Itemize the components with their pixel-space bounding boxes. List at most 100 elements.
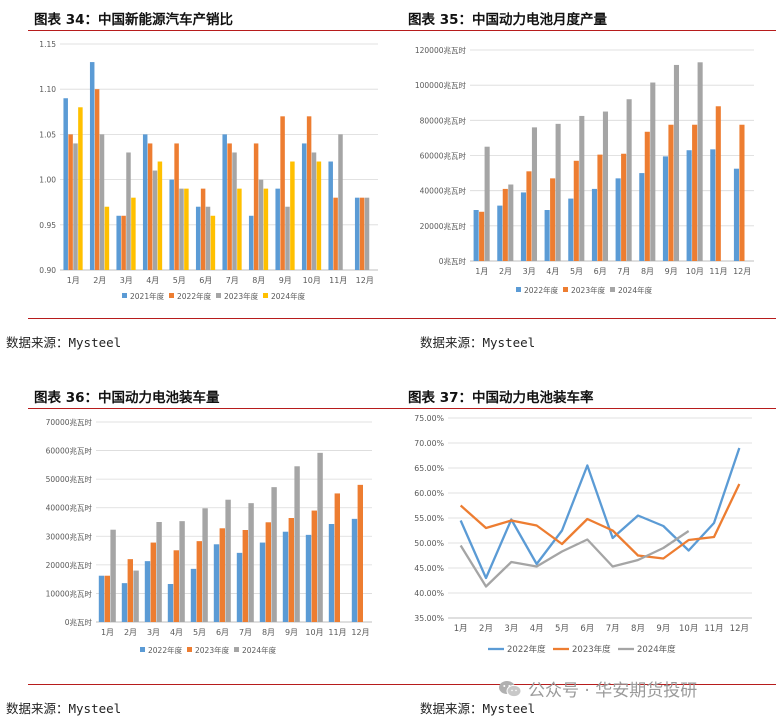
bar <box>294 466 300 622</box>
bar <box>110 529 116 622</box>
y-tick-label: 60.00% <box>414 489 444 498</box>
bar <box>550 178 556 261</box>
y-tick-label: 45.00% <box>414 564 444 573</box>
bar <box>305 534 312 622</box>
y-tick-label: 0兆瓦时 <box>439 256 467 266</box>
x-tick-label: 4月 <box>530 624 544 634</box>
bar <box>219 528 225 622</box>
x-tick-label: 11月 <box>328 628 346 637</box>
chart-title-35: 图表 35：中国动力电池月度产量 <box>408 12 607 28</box>
legend-label: 2024年度 <box>271 291 306 301</box>
x-tick-label: 3月 <box>147 628 160 637</box>
x-tick-label: 2月 <box>124 628 137 637</box>
bar <box>152 170 158 270</box>
source-note-37: 数据来源：Mysteel <box>420 701 536 716</box>
chart-battery-installed-volume: 0兆瓦时 10000兆瓦时 20000兆瓦时 30000兆瓦时 40000兆瓦时 5000… <box>46 417 372 655</box>
legend-swatch <box>169 293 174 298</box>
chart-title-37: 图表 37：中国动力电池装车率 <box>408 390 594 406</box>
bar <box>301 143 307 270</box>
bar <box>357 484 363 622</box>
bar <box>579 115 585 261</box>
y-tick-label: 50.00% <box>414 539 444 548</box>
bar <box>94 89 100 270</box>
bar <box>568 198 574 261</box>
bar <box>258 179 264 270</box>
y-tick-label: 40000兆瓦时 <box>46 503 93 513</box>
chart-title-36: 图表 36：中国动力电池装车量 <box>34 390 220 406</box>
x-tick-label: 10月 <box>305 628 323 637</box>
bar <box>338 134 343 270</box>
bar <box>621 153 627 261</box>
y-tick-label: 0兆瓦时 <box>65 617 93 627</box>
bar <box>275 188 280 270</box>
bar <box>205 206 211 270</box>
bar <box>263 188 269 270</box>
x-tick-label: 3月 <box>120 276 133 285</box>
legend-swatch <box>563 287 568 292</box>
y-tick-label: 50000兆瓦时 <box>46 474 93 484</box>
y-tick-label: 1.00 <box>39 176 56 185</box>
series-line <box>459 447 741 580</box>
bar <box>351 518 358 622</box>
x-tick-label: 5月 <box>193 628 206 637</box>
bar <box>121 215 126 270</box>
y-tick-label: 1.10 <box>39 85 56 94</box>
bar <box>520 192 527 261</box>
source-note-34: 数据来源：Mysteel <box>6 335 122 350</box>
bar <box>697 62 703 261</box>
bar <box>573 160 579 261</box>
bar <box>473 210 479 261</box>
legend-label: 2022年度 <box>524 285 559 295</box>
x-tick-label: 2月 <box>93 276 106 285</box>
legend-swatch <box>122 293 127 298</box>
bar <box>526 171 532 261</box>
bar <box>195 206 201 270</box>
legend-swatch <box>516 287 521 292</box>
bar <box>502 188 508 261</box>
y-tick-label: 100000兆瓦时 <box>415 80 467 90</box>
x-tick-label: 5月 <box>570 267 583 276</box>
x-tick-label: 12月 <box>730 624 749 634</box>
bar <box>227 143 232 270</box>
legend-label: 2023年度 <box>572 644 611 655</box>
x-tick-label: 8月 <box>641 267 654 276</box>
bar <box>179 521 185 622</box>
legend-label: 2023年度 <box>195 645 230 655</box>
bar <box>147 143 153 270</box>
x-tick-label: 10月 <box>686 267 704 276</box>
bar <box>364 197 370 270</box>
bar <box>225 499 231 622</box>
bar <box>555 123 561 261</box>
legend-swatch <box>610 287 615 292</box>
bar <box>232 152 237 270</box>
bar <box>179 188 184 270</box>
bar <box>248 215 254 270</box>
bar <box>200 188 206 270</box>
y-tick-label: 120000兆瓦时 <box>415 45 467 55</box>
bar <box>222 134 227 270</box>
x-tick-label: 12月 <box>356 276 374 285</box>
y-tick-label: 70000兆瓦时 <box>46 417 93 427</box>
bar <box>127 559 133 622</box>
legend-swatch <box>216 293 221 298</box>
x-tick-label: 6月 <box>199 276 212 285</box>
bar <box>237 188 242 270</box>
chart-title-34: 图表 34：中国新能源汽车产销比 <box>34 12 233 28</box>
x-tick-label: 7月 <box>239 628 252 637</box>
bar <box>73 143 78 270</box>
y-tick-label: 65.00% <box>414 464 444 473</box>
y-tick-label: 75.00% <box>414 414 444 423</box>
x-tick-label: 11月 <box>329 276 347 285</box>
x-tick-label: 9月 <box>279 276 292 285</box>
x-tick-label: 9月 <box>656 624 670 634</box>
y-tick-label: 70.00% <box>414 439 444 448</box>
bar <box>290 161 295 270</box>
bar <box>236 552 243 622</box>
bar <box>142 134 148 270</box>
bar <box>282 531 289 622</box>
y-tick-label: 55.00% <box>414 514 444 523</box>
bar <box>104 206 110 270</box>
bar <box>253 143 259 270</box>
source-rule <box>28 318 776 319</box>
bar <box>156 522 162 622</box>
